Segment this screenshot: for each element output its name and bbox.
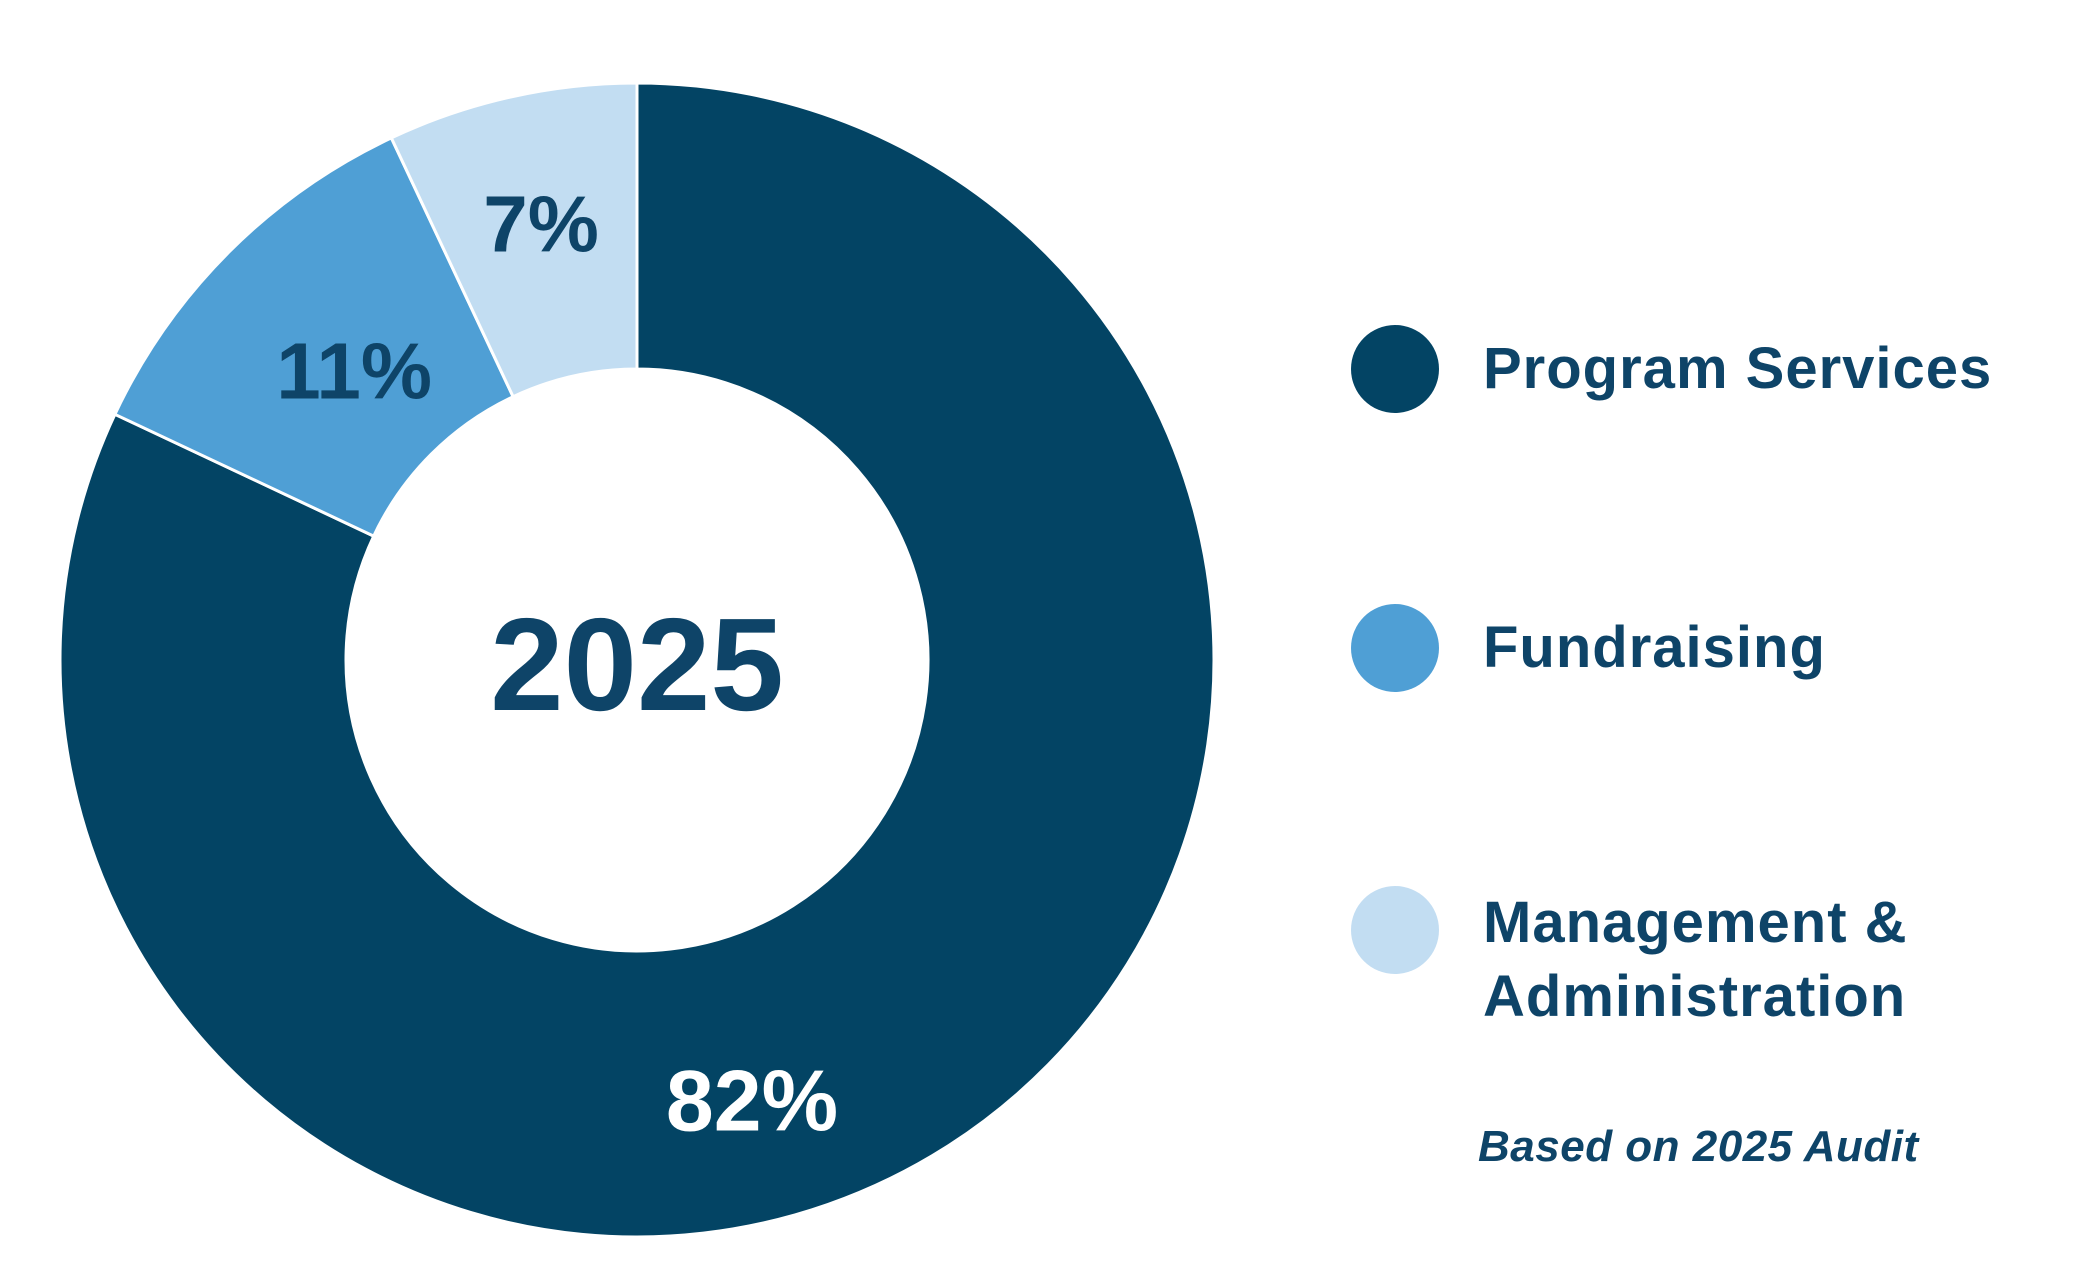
legend-swatch-management-administration [1351, 886, 1439, 974]
chart-source-note: Based on 2025 Audit [1478, 1122, 1919, 1171]
donut-value-label-management-administration: 7% [483, 180, 599, 269]
legend-label-program-services: Program Services [1483, 336, 1993, 401]
donut-slice-management-administration [389, 81, 639, 399]
legend-label-management-administration: Management & Administration [1483, 890, 1908, 1029]
donut-chart: 82% 11% 7% 2025 [58, 81, 1216, 1239]
donut-slices [58, 81, 1216, 1239]
donut-value-labels: 82% 11% 7% [276, 180, 838, 1150]
donut-value-label-fundraising: 11% [276, 326, 432, 415]
donut-slice-program-services [58, 81, 1216, 1239]
donut-center-label: 2025 [490, 591, 784, 738]
chart-legend: Program Services Fundraising Management … [1351, 0, 2051, 1264]
legend-swatch-program-services [1351, 325, 1439, 413]
donut-slice-fundraising [112, 135, 516, 539]
legend-label-fundraising: Fundraising [1483, 615, 1826, 680]
legend-item-management-administration: Management & Administration [1351, 886, 1908, 1034]
legend-item-fundraising: Fundraising [1351, 604, 1826, 692]
legend-item-program-services: Program Services [1351, 325, 1992, 413]
donut-value-label-program-services: 82% [666, 1054, 838, 1150]
legend-swatch-fundraising [1351, 604, 1439, 692]
